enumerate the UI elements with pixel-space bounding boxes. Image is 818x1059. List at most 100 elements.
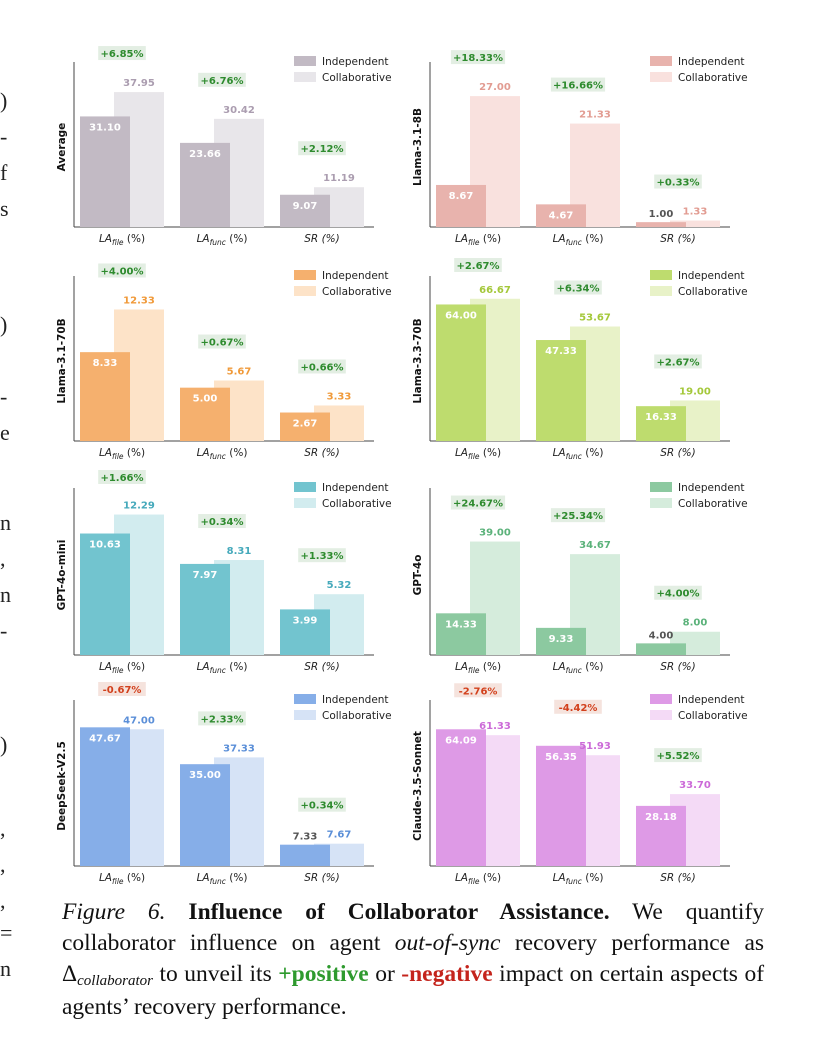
bar-independent bbox=[436, 304, 486, 441]
legend-swatch-collaborative bbox=[294, 286, 316, 296]
legend-label-independent: Independent bbox=[678, 482, 745, 494]
bar-independent bbox=[536, 745, 586, 866]
delta-badge-bg bbox=[298, 548, 346, 563]
model-label: GPT-4o bbox=[412, 555, 424, 596]
legend-swatch-independent bbox=[650, 694, 672, 704]
x-tick-label: LAfile (%) bbox=[455, 233, 501, 247]
value-label-collaborative: 47.00 bbox=[123, 715, 155, 726]
legend-swatch-independent bbox=[650, 270, 672, 280]
bar-independent bbox=[180, 142, 230, 227]
positive-label: +positive bbox=[278, 961, 369, 988]
delta-badge-bg bbox=[198, 334, 246, 349]
legend-label-collaborative: Collaborative bbox=[322, 286, 392, 298]
value-label-collaborative: 19.00 bbox=[679, 386, 711, 397]
legend-swatch-collaborative bbox=[650, 498, 672, 508]
delta-badge-bg bbox=[654, 354, 702, 369]
value-label-independent: 64.00 bbox=[445, 310, 477, 321]
x-tick-label: LAfile (%) bbox=[455, 447, 501, 461]
x-tick-label: LAfunc (%) bbox=[553, 233, 604, 247]
x-tick-label: LAfile (%) bbox=[99, 661, 145, 675]
bar-independent bbox=[436, 613, 486, 655]
figure-title: Influence of Collaborator Assistance. bbox=[188, 899, 610, 925]
value-label-independent: 14.33 bbox=[445, 619, 477, 630]
edge-glyph: ) bbox=[0, 312, 8, 337]
x-tick-label: SR (%) bbox=[304, 447, 339, 459]
edge-glyph: ) bbox=[0, 732, 8, 757]
legend-label-independent: Independent bbox=[678, 270, 745, 282]
model-label: GPT-4o-mini bbox=[56, 540, 68, 611]
bar-collaborative bbox=[670, 220, 720, 227]
value-label-collaborative: 7.67 bbox=[327, 830, 352, 841]
bar-independent bbox=[80, 352, 130, 441]
delta-badge-bg bbox=[654, 585, 702, 600]
bar-independent bbox=[636, 805, 686, 866]
value-label-collaborative: 66.67 bbox=[479, 285, 511, 296]
delta-badge-bg bbox=[450, 495, 506, 510]
bar-independent bbox=[80, 533, 130, 655]
value-label-independent: 47.33 bbox=[545, 346, 577, 357]
delta-badge-bg bbox=[198, 514, 246, 529]
value-label-independent: 4.00 bbox=[649, 630, 674, 641]
delta-badge: +16.66% bbox=[553, 81, 603, 92]
legend-swatch-independent bbox=[294, 270, 316, 280]
model-label: Claude-3.5-Sonnet bbox=[412, 731, 424, 841]
figure-caption: Figure 6. Influence of Collaborator Assi… bbox=[62, 897, 764, 1023]
delta-badge-bg bbox=[298, 359, 346, 374]
value-label-independent: 10.63 bbox=[89, 540, 121, 551]
x-tick-label: LAfile (%) bbox=[455, 872, 501, 886]
value-label-collaborative: 1.33 bbox=[683, 207, 708, 218]
value-label-collaborative: 34.67 bbox=[579, 540, 611, 551]
edge-glyph: , bbox=[0, 888, 6, 913]
delta-badge: +4.00% bbox=[656, 589, 699, 600]
value-label-collaborative: 37.33 bbox=[223, 743, 255, 754]
legend-label-collaborative: Collaborative bbox=[678, 286, 748, 298]
delta-badge: +2.33% bbox=[200, 714, 243, 725]
edge-glyph: = bbox=[0, 920, 13, 945]
edge-glyph: f bbox=[0, 160, 8, 185]
value-label-independent: 16.33 bbox=[645, 412, 677, 423]
value-label-independent: 9.07 bbox=[293, 201, 318, 212]
delta-badge: +1.66% bbox=[100, 473, 143, 484]
delta-badge: +2.12% bbox=[300, 144, 343, 155]
delta-symbol: Δ bbox=[62, 961, 78, 988]
value-label-collaborative: 8.31 bbox=[227, 546, 252, 557]
delta-badge-bg bbox=[298, 797, 346, 812]
value-label-independent: 56.35 bbox=[545, 752, 577, 763]
bar-independent bbox=[536, 340, 586, 441]
bar-independent bbox=[636, 643, 686, 655]
delta-badge-bg bbox=[198, 72, 246, 87]
delta-badge-bg bbox=[454, 683, 502, 698]
legend-label-independent: Independent bbox=[678, 56, 745, 68]
edge-glyph: - bbox=[0, 618, 8, 643]
bar-independent bbox=[536, 204, 586, 227]
edge-glyph: n bbox=[0, 510, 11, 535]
x-tick-label: LAfunc (%) bbox=[553, 872, 604, 886]
legend-swatch-collaborative bbox=[650, 710, 672, 720]
x-tick-label: LAfile (%) bbox=[99, 233, 145, 247]
legend-label-independent: Independent bbox=[678, 694, 745, 706]
value-label-independent: 23.66 bbox=[189, 149, 221, 160]
legend-swatch-independent bbox=[294, 694, 316, 704]
value-label-independent: 47.67 bbox=[89, 733, 121, 744]
figure-number: Figure 6. bbox=[62, 899, 166, 925]
edge-glyph: , bbox=[0, 546, 6, 571]
legend-label-collaborative: Collaborative bbox=[678, 710, 748, 722]
edge-glyph: ) bbox=[0, 88, 8, 113]
delta-badge-bg bbox=[654, 748, 702, 763]
value-label-independent: 1.00 bbox=[649, 209, 674, 220]
delta-badge: +0.67% bbox=[200, 338, 243, 349]
delta-badge-bg bbox=[450, 50, 506, 65]
bar-independent bbox=[280, 194, 330, 227]
x-tick-label: SR (%) bbox=[660, 661, 695, 673]
edge-glyph: n bbox=[0, 582, 11, 607]
caption-emphasis: out-of-sync bbox=[394, 930, 501, 957]
value-label-independent: 5.00 bbox=[193, 394, 218, 405]
value-label-collaborative: 27.00 bbox=[479, 82, 511, 93]
legend-swatch-collaborative bbox=[650, 286, 672, 296]
legend-swatch-independent bbox=[294, 482, 316, 492]
legend-swatch-collaborative bbox=[650, 72, 672, 82]
delta-badge-bg bbox=[550, 77, 606, 92]
bar-independent bbox=[436, 729, 486, 866]
delta-badge: +18.33% bbox=[453, 53, 503, 64]
value-label-collaborative: 30.42 bbox=[223, 105, 255, 116]
